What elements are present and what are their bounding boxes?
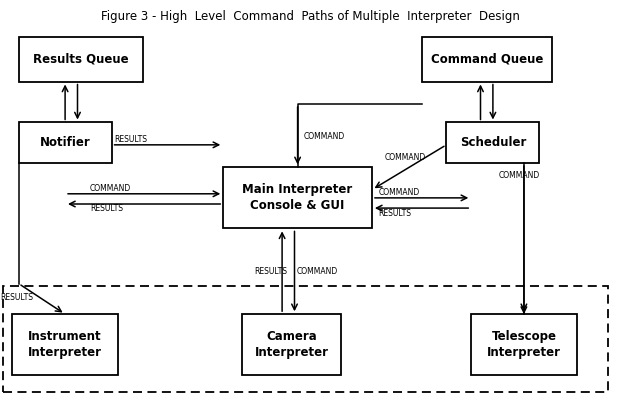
Text: Command Queue: Command Queue xyxy=(430,53,543,66)
FancyBboxPatch shape xyxy=(12,314,118,375)
FancyBboxPatch shape xyxy=(242,314,341,375)
Text: Scheduler: Scheduler xyxy=(459,136,526,149)
FancyBboxPatch shape xyxy=(19,37,143,82)
Text: COMMAND: COMMAND xyxy=(378,188,420,197)
FancyBboxPatch shape xyxy=(422,37,552,82)
Text: Telescope
Interpreter: Telescope Interpreter xyxy=(487,330,561,359)
Text: Main Interpreter
Console & GUI: Main Interpreter Console & GUI xyxy=(242,183,353,213)
Text: Notifier: Notifier xyxy=(40,136,91,149)
Text: RESULTS: RESULTS xyxy=(378,209,411,218)
Text: Camera
Interpreter: Camera Interpreter xyxy=(254,330,329,359)
Text: RESULTS: RESULTS xyxy=(115,135,148,144)
Text: COMMAND: COMMAND xyxy=(499,171,541,180)
Text: COMMAND: COMMAND xyxy=(304,132,345,141)
Text: Instrument
Interpreter: Instrument Interpreter xyxy=(28,330,102,359)
FancyBboxPatch shape xyxy=(446,122,539,163)
Text: RESULTS: RESULTS xyxy=(90,204,123,213)
Text: COMMAND: COMMAND xyxy=(90,184,131,193)
FancyBboxPatch shape xyxy=(19,122,112,163)
Text: Results Queue: Results Queue xyxy=(33,53,128,66)
Text: RESULTS: RESULTS xyxy=(254,267,287,276)
Text: COMMAND: COMMAND xyxy=(384,153,426,162)
Text: RESULTS: RESULTS xyxy=(0,293,33,302)
Text: Figure 3 - High  Level  Command  Paths of Multiple  Interpreter  Design: Figure 3 - High Level Command Paths of M… xyxy=(100,10,520,23)
FancyBboxPatch shape xyxy=(223,167,372,228)
Text: COMMAND: COMMAND xyxy=(297,267,339,276)
FancyBboxPatch shape xyxy=(471,314,577,375)
